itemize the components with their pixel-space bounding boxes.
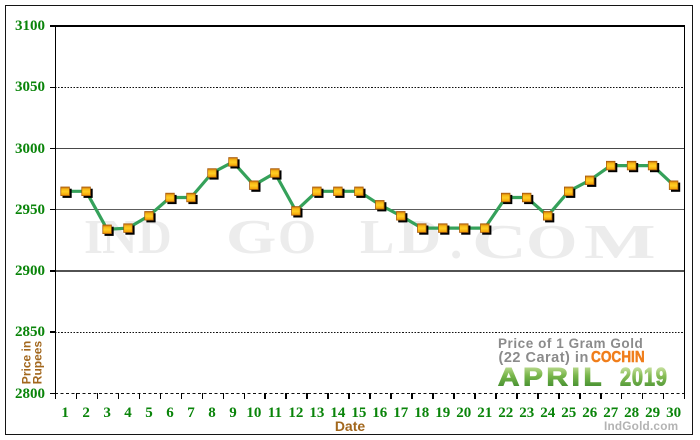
svg-text:2019: 2019 xyxy=(620,363,668,391)
svg-text:APRIL: APRIL xyxy=(498,363,605,391)
